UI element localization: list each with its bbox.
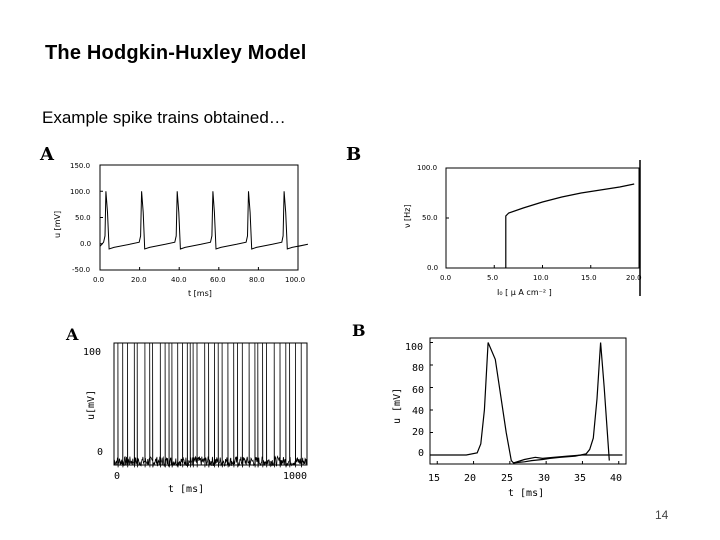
ytick-0: 0	[97, 447, 103, 458]
xtick-30: 30	[538, 473, 550, 484]
y-axis-label-top-a: u [mV]	[53, 211, 62, 238]
plot-frame-top-b	[445, 167, 640, 269]
plot-frame-bottom-b	[429, 337, 627, 465]
plot-frame-bottom-a	[113, 342, 308, 466]
voltage-trace-suprathreshold	[430, 342, 610, 464]
panel-label-top-b: B	[346, 144, 361, 165]
slide-title: The Hodgkin-Huxley Model	[45, 42, 307, 64]
slide-subtitle: Example spike trains obtained…	[42, 108, 286, 127]
ticks-top-b	[445, 167, 640, 269]
chart-top-b: 100.0 50.0 0.0 0.0 5.0 10.0 15.0 20.0 I₀…	[403, 160, 642, 297]
plot-frame-top-a	[99, 164, 299, 271]
x-axis-label-bottom-a: t [ms]	[168, 484, 204, 495]
page-number: 14	[655, 508, 669, 522]
xtick-25: 25	[501, 473, 513, 484]
ytick-50: 50.0	[422, 214, 438, 222]
panel-label-bottom-b: B	[352, 321, 366, 340]
ytick-100: 100.0	[417, 164, 437, 172]
ytick-0: 0.0	[427, 264, 438, 272]
ticks-bottom-a	[113, 342, 308, 466]
ticks-top-a	[99, 164, 299, 271]
xtick-0: 0.0	[440, 274, 451, 282]
xtick-1000: 1000	[283, 471, 307, 482]
xtick-80: 80.0	[249, 276, 265, 284]
ytick-minus50: -50.0	[72, 266, 90, 274]
xtick-100: 100.0	[285, 276, 305, 284]
xtick-15: 15.0	[581, 274, 597, 282]
ytick-40: 40	[412, 406, 424, 417]
xtick-40: 40.0	[171, 276, 187, 284]
voltage-trace-subthreshold	[513, 454, 623, 464]
x-axis-label-top-a: t [ms]	[188, 289, 212, 298]
xtick-20: 20.0	[131, 276, 147, 284]
xtick-10: 10.0	[533, 274, 549, 282]
xtick-40: 40	[610, 473, 622, 484]
xtick-0: 0	[114, 471, 120, 482]
x-axis-label-top-b: I₀ [ μ A cm⁻² ]	[497, 288, 552, 297]
panel-label-bottom-a: A	[65, 325, 79, 344]
xtick-0: 0.0	[93, 276, 104, 284]
ytick-20: 20	[412, 427, 424, 438]
xtick-15: 15	[428, 473, 440, 484]
ytick-60: 60	[412, 385, 424, 396]
xtick-60: 60.0	[210, 276, 226, 284]
y-axis-label-bottom-b: u [mV]	[392, 388, 403, 424]
y-axis-label-bottom-a: u[mV]	[86, 390, 97, 420]
xtick-5: 5.0	[487, 274, 498, 282]
xtick-35: 35	[574, 473, 586, 484]
ytick-50: 50.0	[75, 214, 91, 222]
y-axis-label-top-b: ν [Hz]	[403, 205, 412, 228]
chart-top-a: 150.0 100.0 50.0 0.0 -50.0 0.0 20.0 40.0…	[53, 162, 309, 298]
spike-train-trace	[113, 342, 308, 468]
ytick-0: 0	[418, 448, 424, 459]
panel-label-top-a: A	[39, 144, 55, 165]
ytick-100: 100	[405, 342, 423, 353]
chart-bottom-a: 100 0 0 1000 t [ms] u[mV]	[83, 342, 308, 495]
frequency-current-curve	[505, 183, 635, 268]
xtick-20: 20.0	[626, 274, 642, 282]
ytick-80: 80	[412, 363, 424, 374]
ytick-0: 0.0	[80, 240, 91, 248]
ytick-100: 100.0	[70, 188, 90, 196]
xtick-20: 20	[464, 473, 476, 484]
voltage-trace-top-a	[99, 191, 309, 250]
ytick-100: 100	[83, 347, 101, 358]
ytick-150: 150.0	[70, 162, 90, 170]
chart-bottom-b: 100 80 60 40 20 0 15 20 25 30 35 40 t [m…	[392, 337, 627, 499]
x-axis-label-bottom-b: t [ms]	[508, 488, 544, 499]
